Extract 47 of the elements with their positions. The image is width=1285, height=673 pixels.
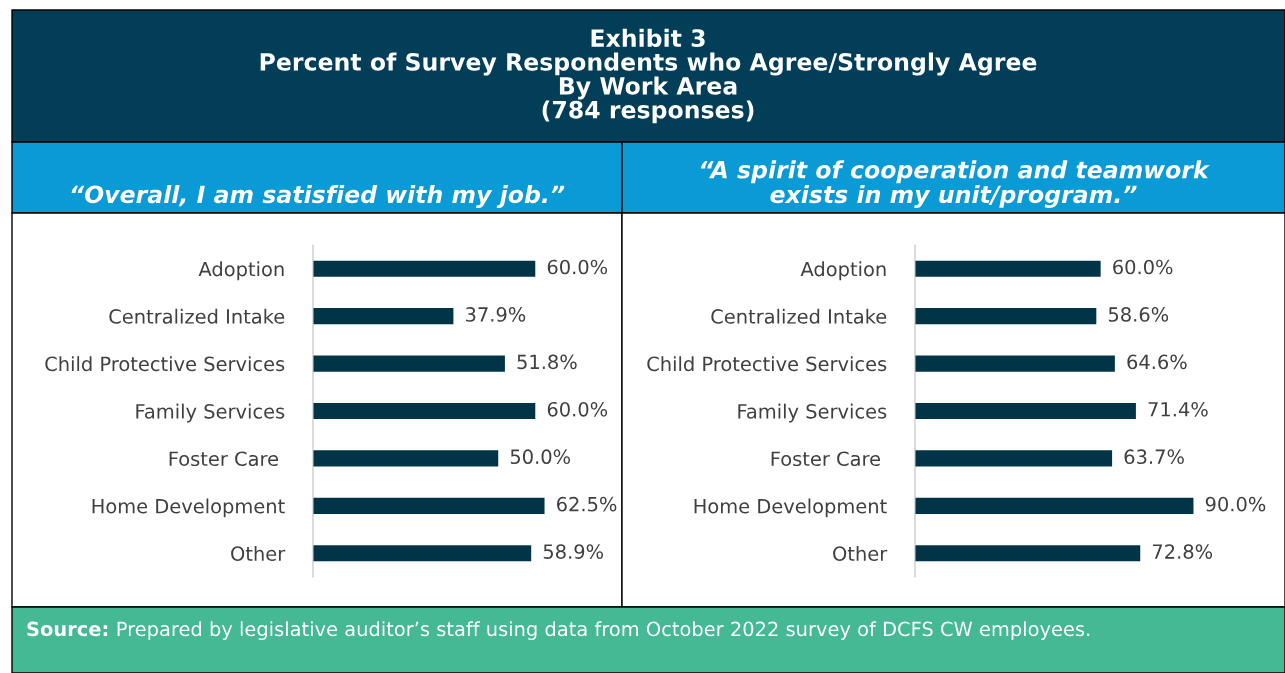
y-tick-label: Family Services xyxy=(136,403,285,423)
y-tick-label: Adoption xyxy=(800,261,886,281)
bar xyxy=(313,545,532,562)
y-tick-label: Foster Care xyxy=(169,451,279,467)
data-label: 58.9% xyxy=(543,544,604,559)
data-label: 37.9% xyxy=(466,307,526,322)
bar xyxy=(915,402,1136,420)
y-tick-label: Foster Care xyxy=(771,451,881,467)
y-tick-label: Other xyxy=(231,545,286,561)
chart-subtitle: “Overall, I am satisfied with my job.” xyxy=(71,184,565,208)
bar xyxy=(313,402,536,420)
bar xyxy=(915,308,1097,325)
bar xyxy=(313,450,499,467)
data-label: 50.0% xyxy=(510,449,571,465)
bar xyxy=(915,260,1101,277)
data-label: 60.0% xyxy=(547,259,608,275)
y-tick-label: Other xyxy=(833,545,888,561)
bar xyxy=(313,355,505,372)
data-label: 63.7% xyxy=(1124,449,1184,465)
source-note: Source: xyxy=(27,621,108,637)
y-tick-label: Adoption xyxy=(198,261,284,281)
data-label: 60.0% xyxy=(1113,259,1173,275)
bar xyxy=(313,260,536,277)
data-label: 64.6% xyxy=(1127,354,1187,370)
y-tick-label: Centralized Intake xyxy=(711,308,887,324)
data-label: 58.6% xyxy=(1108,307,1169,322)
bar xyxy=(915,545,1141,562)
chart-subtitle: “A spirit of cooperation and teamwork exists in my unit/program.” xyxy=(701,160,1210,208)
data-label: 71.4% xyxy=(1148,401,1208,417)
text: Exhibit 3 Percent of Survey Respondents who Agree/Strongly Agree By Work Area (784 responses) xyxy=(260,28,1037,124)
y-tick-label: Child Protective Services xyxy=(647,356,887,372)
text: Prepared by legislative auditor’s staff using data from October 2022 survey of DCFS CW employees. xyxy=(117,621,1090,641)
y-tick-label: Child Protective Services xyxy=(45,356,285,372)
y-tick-label: Centralized Intake xyxy=(109,308,285,324)
bar xyxy=(915,450,1113,467)
y-tick-label: Home Development xyxy=(694,498,887,518)
bar xyxy=(313,497,545,514)
data-label: 51.8% xyxy=(517,354,577,370)
bar xyxy=(313,308,454,325)
data-label: 60.0% xyxy=(547,401,608,417)
data-label: 72.8% xyxy=(1152,544,1213,559)
y-tick-label: Family Services xyxy=(738,403,887,423)
bar xyxy=(915,497,1194,514)
y-tick-label: Home Development xyxy=(92,498,285,518)
bar xyxy=(915,355,1115,372)
data-label: 90.0% xyxy=(1205,496,1266,512)
data-label: 62.5% xyxy=(557,496,617,512)
